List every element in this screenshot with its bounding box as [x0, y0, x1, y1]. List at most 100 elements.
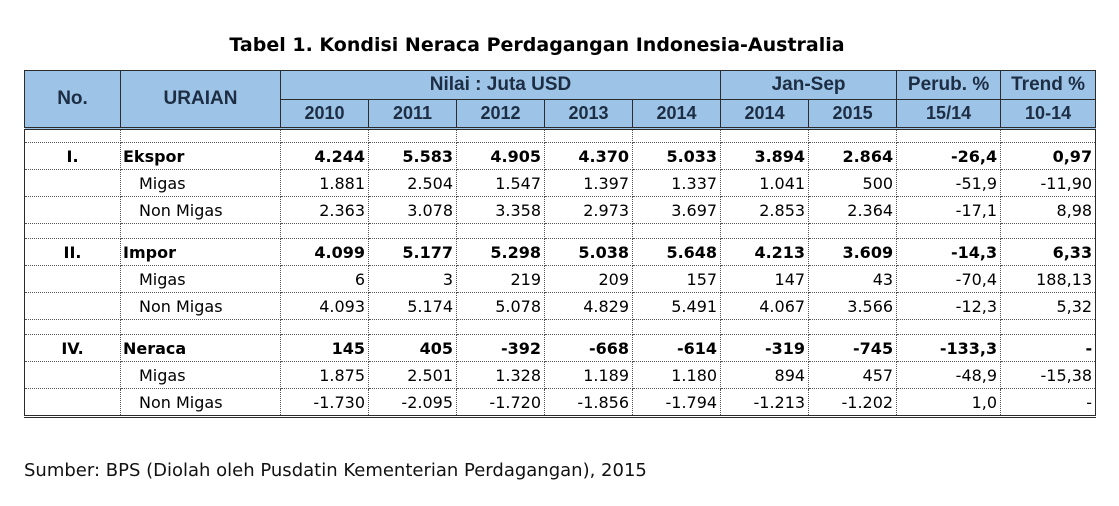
- empty-cell: [631, 128, 722, 143]
- value-cell: 1.189: [544, 361, 633, 389]
- value-cell: 8,98: [1000, 196, 1097, 224]
- value-cell: -1.856: [544, 388, 633, 418]
- value-cell: 3.078: [368, 196, 457, 224]
- table-row: IV. Neraca 145 405 -392 -668 -614 -319 -745 -133,…: [24, 334, 1097, 362]
- value-cell: 1.328: [456, 361, 545, 389]
- empty-cell: [896, 319, 1002, 335]
- empty-cell: [1000, 223, 1097, 239]
- row-number: [24, 265, 121, 293]
- value-cell: 1.180: [631, 361, 722, 389]
- value-cell: 500: [808, 169, 898, 197]
- value-cell: 3.894: [720, 142, 810, 170]
- table-row: Migas 6 3 219 209 157 147 43 -70,4 188,13: [24, 265, 1097, 293]
- table-row: I. Ekspor 4.244 5.583 4.905 4.370 5.033 3.894 2.…: [24, 142, 1097, 170]
- table-row: Non Migas 4.093 5.174 5.078 4.829 5.491 4.067 3…: [24, 292, 1097, 320]
- value-cell: -745: [808, 334, 898, 362]
- value-cell: 1.881: [280, 169, 369, 197]
- value-cell: 1.875: [280, 361, 369, 389]
- empty-cell: [120, 319, 281, 335]
- spacer-row: [24, 223, 1097, 239]
- value-cell: -1.202: [808, 388, 898, 418]
- row-number: II.: [24, 238, 121, 266]
- empty-cell: [808, 223, 898, 239]
- value-cell: -14,3: [896, 238, 1002, 266]
- value-cell: 457: [808, 361, 898, 389]
- header-year: 2014: [631, 99, 722, 129]
- empty-cell: [896, 128, 1002, 143]
- empty-cell: [120, 223, 281, 239]
- empty-cell: [280, 223, 369, 239]
- header-nilai: Nilai : Juta USD: [279, 70, 722, 100]
- value-cell: -1.720: [456, 388, 545, 418]
- empty-cell: [1000, 319, 1097, 335]
- value-cell: -17,1: [896, 196, 1002, 224]
- empty-cell: [544, 128, 633, 143]
- empty-cell: [456, 223, 545, 239]
- value-cell: -51,9: [896, 169, 1002, 197]
- row-number: [24, 361, 121, 389]
- empty-cell: [808, 319, 898, 335]
- row-label: Non Migas: [120, 388, 281, 418]
- empty-cell: [24, 223, 121, 239]
- header-uraian: URAIAN: [120, 70, 281, 129]
- empty-cell: [544, 223, 633, 239]
- empty-cell: [808, 128, 898, 143]
- value-cell: 209: [544, 265, 633, 293]
- value-cell: 3.609: [808, 238, 898, 266]
- source-note: Sumber: BPS (Diolah oleh Pusdatin Kement…: [24, 460, 647, 481]
- value-cell: 2.501: [368, 361, 457, 389]
- value-cell: 5.174: [368, 292, 457, 320]
- value-cell: 4.370: [544, 142, 633, 170]
- value-cell: 2.853: [720, 196, 810, 224]
- value-cell: 157: [631, 265, 722, 293]
- value-cell: 6,33: [1000, 238, 1097, 266]
- value-cell: 4.093: [280, 292, 369, 320]
- value-cell: 145: [280, 334, 369, 362]
- value-cell: -: [1000, 388, 1097, 418]
- value-cell: -319: [720, 334, 810, 362]
- row-number: [24, 388, 121, 418]
- value-cell: 3.697: [631, 196, 722, 224]
- value-cell: -70,4: [896, 265, 1002, 293]
- row-label: Non Migas: [120, 196, 281, 224]
- header-trend: Trend %: [1000, 70, 1097, 100]
- header-year: 2011: [368, 99, 457, 129]
- empty-cell: [24, 128, 121, 143]
- header-jan-sep: Jan-Sep: [720, 70, 898, 100]
- table-body: I. Ekspor 4.244 5.583 4.905 4.370 5.033 3.894 2.…: [24, 128, 1097, 418]
- row-label: Migas: [120, 169, 281, 197]
- empty-cell: [544, 319, 633, 335]
- value-cell: -1.794: [631, 388, 722, 418]
- value-cell: -614: [631, 334, 722, 362]
- header-perub: Perub. %: [896, 70, 1002, 100]
- value-cell: 5,32: [1000, 292, 1097, 320]
- value-cell: 43: [808, 265, 898, 293]
- row-number: [24, 169, 121, 197]
- row-label: Ekspor: [120, 142, 281, 170]
- row-label: Neraca: [120, 334, 281, 362]
- value-cell: 2.364: [808, 196, 898, 224]
- table-row: II. Impor 4.099 5.177 5.298 5.038 5.648 4.213 3.…: [24, 238, 1097, 266]
- value-cell: 2.973: [544, 196, 633, 224]
- row-label: Non Migas: [120, 292, 281, 320]
- row-number: [24, 292, 121, 320]
- value-cell: 4.829: [544, 292, 633, 320]
- row-label: Impor: [120, 238, 281, 266]
- value-cell: 147: [720, 265, 810, 293]
- value-cell: 5.078: [456, 292, 545, 320]
- value-cell: 2.504: [368, 169, 457, 197]
- header-jan-sep-year: 2014: [720, 99, 810, 129]
- row-label: Migas: [120, 361, 281, 389]
- value-cell: 2.363: [280, 196, 369, 224]
- row-number: [24, 196, 121, 224]
- value-cell: 4.905: [456, 142, 545, 170]
- empty-cell: [631, 319, 722, 335]
- empty-cell: [1000, 128, 1097, 143]
- value-cell: -2.095: [368, 388, 457, 418]
- header-perub-period: 15/14: [896, 99, 1002, 129]
- value-cell: 5.491: [631, 292, 722, 320]
- value-cell: -: [1000, 334, 1097, 362]
- value-cell: 1.397: [544, 169, 633, 197]
- value-cell: 3.566: [808, 292, 898, 320]
- value-cell: 405: [368, 334, 457, 362]
